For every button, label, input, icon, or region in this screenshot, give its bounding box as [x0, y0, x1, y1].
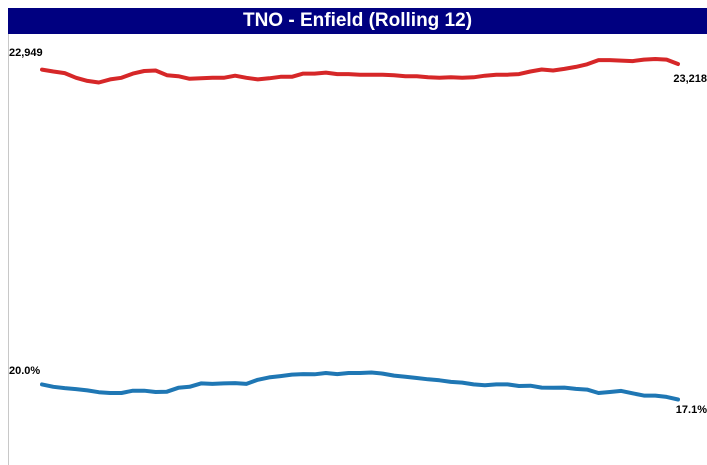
- chart-title: TNO - Enfield (Rolling 12): [8, 8, 707, 34]
- series-line-1: [40, 370, 680, 402]
- series-start-label-0: 22,949: [9, 47, 43, 59]
- series-start-label-1: 20.0%: [9, 365, 40, 377]
- series-end-label-0: 23,218: [673, 73, 707, 85]
- plot-area: [8, 34, 707, 465]
- series-end-label-1: 17.1%: [676, 404, 707, 416]
- series-line-0: [40, 57, 680, 85]
